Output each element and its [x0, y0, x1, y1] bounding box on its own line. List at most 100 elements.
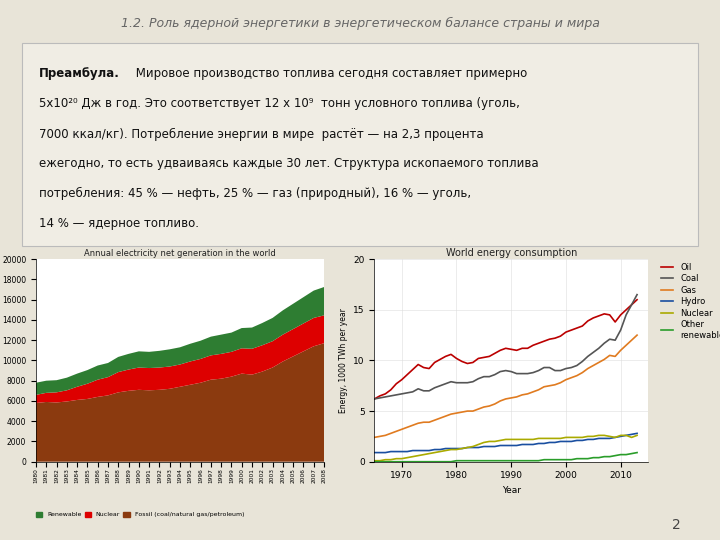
Other
renewable	[419, 458, 428, 465]
Nuclear	[501, 436, 510, 443]
Other
renewable	[540, 456, 549, 463]
Hydro	[370, 449, 379, 456]
Nuclear	[414, 453, 423, 459]
Hydro	[490, 443, 499, 450]
Nuclear	[556, 435, 564, 442]
Oil	[436, 356, 444, 363]
Other
renewable	[381, 458, 390, 465]
Other
renewable	[528, 457, 537, 464]
Gas	[513, 394, 521, 400]
Oil	[534, 340, 543, 347]
Oil	[600, 310, 608, 317]
Text: 2: 2	[672, 518, 681, 532]
Coal	[392, 392, 400, 398]
Hydro	[474, 444, 482, 451]
Other
renewable	[534, 457, 543, 464]
Other
renewable	[436, 458, 444, 465]
Other
renewable	[627, 450, 636, 457]
Oil	[622, 307, 631, 313]
Oil	[463, 360, 472, 367]
Gas	[414, 420, 423, 427]
FancyBboxPatch shape	[22, 43, 698, 246]
Hydro	[452, 446, 461, 452]
Hydro	[606, 435, 614, 442]
Coal	[567, 364, 576, 371]
Oil	[419, 364, 428, 371]
Hydro	[513, 442, 521, 449]
Hydro	[583, 436, 592, 443]
Other
renewable	[545, 456, 554, 463]
Other
renewable	[414, 458, 423, 465]
Line: Hydro: Hydro	[374, 433, 637, 453]
Nuclear	[403, 455, 412, 461]
Hydro	[458, 446, 467, 452]
Oil	[556, 333, 564, 340]
Line: Nuclear: Nuclear	[374, 435, 637, 461]
Nuclear	[485, 438, 494, 445]
Oil	[370, 396, 379, 402]
Coal	[513, 370, 521, 377]
Other
renewable	[392, 458, 400, 465]
Nuclear	[528, 436, 537, 443]
Hydro	[376, 449, 384, 456]
Coal	[419, 388, 428, 394]
Gas	[616, 347, 625, 354]
Coal	[578, 358, 587, 365]
Legend: Oil, Coal, Gas, Hydro, Nuclear, Other
renewable: Oil, Coal, Gas, Hydro, Nuclear, Other re…	[657, 259, 720, 343]
Oil	[485, 353, 494, 360]
Nuclear	[534, 435, 543, 442]
Hydro	[611, 434, 619, 441]
Coal	[480, 374, 488, 380]
Other
renewable	[556, 456, 564, 463]
Nuclear	[513, 436, 521, 443]
Gas	[474, 406, 482, 413]
Hydro	[403, 448, 412, 455]
Gas	[606, 352, 614, 359]
Oil	[589, 315, 598, 321]
Nuclear	[370, 457, 379, 464]
Oil	[469, 359, 477, 366]
Coal	[611, 337, 619, 343]
Oil	[513, 347, 521, 354]
Hydro	[633, 430, 642, 436]
Coal	[616, 327, 625, 333]
Nuclear	[496, 437, 505, 444]
Other
renewable	[600, 454, 608, 460]
Oil	[551, 335, 559, 341]
Oil	[627, 301, 636, 308]
Hydro	[572, 437, 581, 444]
Nuclear	[622, 432, 631, 438]
Other
renewable	[616, 451, 625, 458]
Nuclear	[583, 433, 592, 440]
Nuclear	[606, 433, 614, 440]
Gas	[551, 381, 559, 388]
Oil	[480, 354, 488, 361]
Nuclear	[425, 450, 433, 457]
Nuclear	[627, 434, 636, 441]
Gas	[627, 337, 636, 343]
Oil	[474, 355, 482, 362]
Hydro	[551, 439, 559, 446]
Hydro	[419, 447, 428, 454]
Hydro	[578, 437, 587, 444]
Nuclear	[397, 455, 406, 462]
Gas	[534, 387, 543, 393]
Oil	[376, 393, 384, 399]
Other
renewable	[408, 458, 417, 465]
Gas	[523, 390, 532, 397]
Coal	[376, 395, 384, 401]
Coal	[397, 390, 406, 397]
Y-axis label: Energy, 1000 TWh per year: Energy, 1000 TWh per year	[338, 308, 348, 413]
Hydro	[496, 442, 505, 449]
Hydro	[600, 435, 608, 442]
Gas	[436, 415, 444, 421]
Other
renewable	[633, 449, 642, 456]
Oil	[583, 318, 592, 324]
Other
renewable	[523, 457, 532, 464]
Hydro	[545, 439, 554, 446]
Nuclear	[633, 432, 642, 438]
Text: ежегодно, то есть удваиваясь каждые 30 лет. Структура ископаемого топлива: ежегодно, то есть удваиваясь каждые 30 л…	[39, 157, 538, 171]
Coal	[441, 381, 450, 387]
Nuclear	[376, 457, 384, 464]
Coal	[458, 380, 467, 386]
